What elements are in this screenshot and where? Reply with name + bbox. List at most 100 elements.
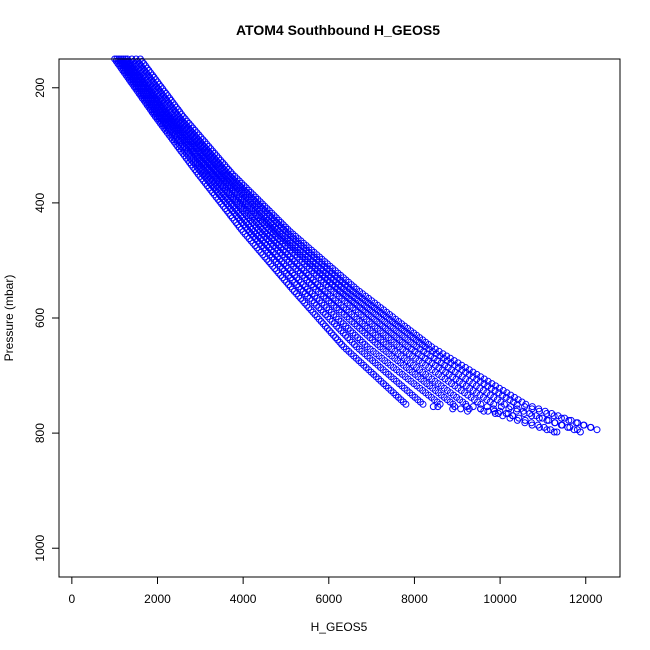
data-point xyxy=(480,375,488,383)
data-point xyxy=(293,290,300,298)
data-point xyxy=(522,400,530,408)
data-point xyxy=(469,380,477,388)
data-point xyxy=(309,308,317,316)
data-point xyxy=(254,225,262,233)
data-point xyxy=(225,202,233,210)
data-point xyxy=(209,147,217,155)
data-point xyxy=(197,133,205,141)
x-tick-label: 12000 xyxy=(569,592,603,606)
data-point xyxy=(476,384,484,392)
data-point xyxy=(262,219,270,226)
data-point xyxy=(297,278,305,286)
data-point xyxy=(273,267,281,275)
data-point xyxy=(449,400,457,408)
data-point xyxy=(218,168,226,176)
data-point xyxy=(564,423,572,431)
x-axis: 0 2000 4000 6000 8000 10000 12000 xyxy=(69,577,603,606)
data-point xyxy=(181,115,189,123)
data-point xyxy=(332,313,340,321)
data-point xyxy=(168,115,176,123)
data-point xyxy=(175,117,183,125)
data-point xyxy=(261,232,269,240)
data-point xyxy=(212,166,220,173)
data-point xyxy=(361,341,369,348)
data-point xyxy=(455,370,463,378)
data-point xyxy=(231,182,239,190)
data-point xyxy=(206,159,214,167)
data-point xyxy=(330,320,338,328)
data-point xyxy=(473,375,481,383)
data-point xyxy=(435,347,443,355)
data-point xyxy=(193,133,201,141)
data-point xyxy=(301,299,309,307)
data-point xyxy=(211,149,219,157)
data-point xyxy=(265,237,273,245)
series-profile-7 xyxy=(124,55,581,434)
chart-title: ATOM4 Southbound H_GEOS5 xyxy=(236,22,440,38)
data-point xyxy=(321,322,329,330)
data-point xyxy=(222,172,230,180)
data-point xyxy=(219,159,227,167)
data-point xyxy=(236,216,244,224)
data-point xyxy=(189,163,197,171)
data-point xyxy=(210,184,218,192)
data-point xyxy=(195,136,203,144)
x-tick-label: 2000 xyxy=(144,592,171,606)
data-point xyxy=(261,221,269,229)
data-point xyxy=(275,221,283,229)
data-point xyxy=(182,126,190,134)
data-point xyxy=(269,225,277,233)
data-point xyxy=(186,136,194,144)
data-point xyxy=(319,320,327,328)
data-point xyxy=(277,219,285,226)
data-point xyxy=(242,223,250,231)
data-point xyxy=(484,377,492,385)
data-point xyxy=(514,396,522,404)
data-point xyxy=(493,396,501,404)
data-point xyxy=(164,115,172,123)
data-point xyxy=(254,195,262,203)
data-point xyxy=(492,382,500,390)
data-point xyxy=(301,283,309,291)
data-point xyxy=(236,182,244,190)
data-point xyxy=(528,405,536,413)
data-point xyxy=(203,140,211,148)
data-point xyxy=(462,400,470,408)
data-point xyxy=(503,389,511,397)
data-point xyxy=(247,193,255,201)
data-point xyxy=(454,359,462,367)
data-point xyxy=(554,412,562,420)
data-point xyxy=(271,228,279,236)
data-point xyxy=(227,200,235,208)
data-point xyxy=(177,120,184,127)
x-tick-label: 10000 xyxy=(483,592,517,606)
data-point xyxy=(147,69,155,77)
data-point xyxy=(550,412,558,420)
data-point xyxy=(228,170,236,178)
data-point xyxy=(469,373,477,381)
data-point xyxy=(227,182,235,190)
data-point xyxy=(450,357,458,365)
data-point xyxy=(183,117,191,125)
data-point xyxy=(185,124,193,132)
data-point xyxy=(342,331,349,339)
data-point xyxy=(221,198,229,206)
data-point xyxy=(495,384,503,392)
data-point xyxy=(269,230,277,238)
data-point xyxy=(283,278,290,286)
data-point xyxy=(261,207,269,215)
data-point xyxy=(338,341,346,348)
data-point xyxy=(248,219,256,226)
data-point xyxy=(434,403,442,411)
data-point xyxy=(473,370,481,378)
data-point xyxy=(203,145,210,153)
data-point xyxy=(515,414,523,422)
x-axis-label: H_GEOS5 xyxy=(311,620,368,634)
data-point xyxy=(268,214,276,222)
data-point xyxy=(487,384,495,392)
data-point xyxy=(315,315,323,323)
data-point xyxy=(244,225,252,233)
data-point xyxy=(511,393,518,401)
data-point xyxy=(270,212,278,220)
